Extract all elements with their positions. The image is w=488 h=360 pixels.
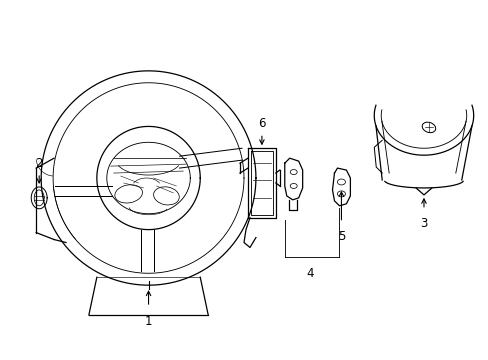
- Text: 3: 3: [419, 217, 427, 230]
- Text: 5: 5: [337, 230, 345, 243]
- Text: 1: 1: [144, 315, 152, 328]
- Text: 4: 4: [305, 267, 313, 280]
- Text: 6: 6: [258, 117, 265, 130]
- Text: 2: 2: [35, 157, 43, 170]
